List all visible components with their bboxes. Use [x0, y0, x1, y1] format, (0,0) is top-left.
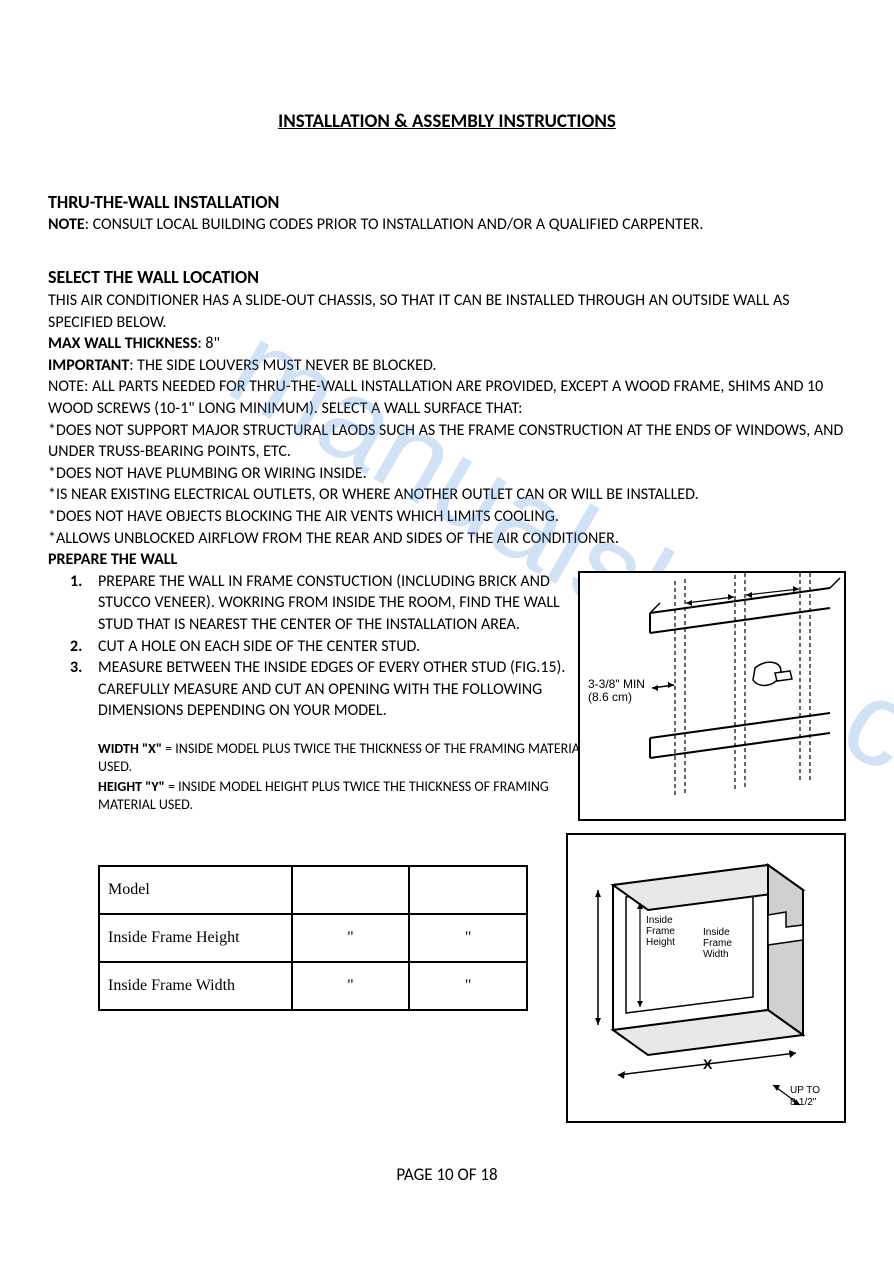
fig1-dim1: 3-3/8" MIN — [588, 677, 645, 691]
fig2-w2: Frame — [703, 938, 732, 949]
note2: NOTE: ALL PARTS NEEDED FOR THRU-THE-WALL… — [48, 376, 846, 419]
max-thickness: MAX WALL THICKNESS: 8" — [48, 333, 846, 355]
bullet-3: *DOES NOT HAVE OBJECTS BLOCKING THE AIR … — [48, 506, 846, 528]
fig2-h1: Inside — [646, 915, 673, 926]
section2-heading: SELECT THE WALL LOCATION — [48, 266, 846, 288]
fig2-w1: Inside — [703, 927, 730, 938]
bullet-2: *IS NEAR EXISTING ELECTRICAL OUTLETS, OR… — [48, 484, 846, 506]
main-title: INSTALLATION & ASSEMBLY INSTRUCTIONS — [48, 110, 846, 133]
bullet-1: *DOES NOT HAVE PLUMBING OR WIRING INSIDE… — [48, 463, 846, 485]
fig2-x: X — [703, 1056, 713, 1072]
bullet-4: *ALLOWS UNBLOCKED AIRFLOW FROM THE REAR … — [48, 528, 846, 550]
cell-width: Inside Frame Width — [99, 962, 292, 1010]
step-3: 3. MEASURE BETWEEN THE INSIDE EDGES OF E… — [98, 657, 593, 722]
note-label: NOTE — [48, 215, 85, 234]
height-text: = INSIDE MODEL HEIGHT PLUS TWICE THE THI… — [98, 778, 549, 813]
width-note: WIDTH "X" = INSIDE MODEL PLUS TWICE THE … — [48, 740, 593, 776]
section1-note: NOTE: CONSULT LOCAL BUILDING CODES PRIOR… — [48, 215, 846, 234]
fig2-upto2: 8-1/2" — [790, 1097, 817, 1108]
cell-21: " — [292, 962, 410, 1010]
dimension-table: Model Inside Frame Height " " Inside Fra… — [98, 865, 528, 1011]
step-3-text: MEASURE BETWEEN THE INSIDE EDGES OF EVER… — [98, 658, 565, 720]
cell-12: " — [409, 914, 527, 962]
fig1-dim2: (8.6 cm) — [588, 690, 632, 704]
table-row: Inside Frame Height " " — [99, 914, 527, 962]
height-note: HEIGHT "Y" = INSIDE MODEL HEIGHT PLUS TW… — [48, 778, 593, 814]
width-label: WIDTH "X" — [98, 740, 162, 757]
figure-frame-iso: Inside Frame Height Inside Frame Width X… — [566, 833, 846, 1123]
section1-heading: THRU-THE-WALL INSTALLATION — [48, 191, 846, 213]
important-label: IMPORTANT — [48, 356, 129, 375]
step-1-text: PREPARE THE WALL IN FRAME CONSTUCTION (I… — [98, 572, 560, 634]
table-row: Model — [99, 866, 527, 914]
important-line: IMPORTANT: THE SIDE LOUVERS MUST NEVER B… — [48, 355, 846, 377]
fig2-upto1: UP TO — [790, 1085, 820, 1096]
cell-22: " — [409, 962, 527, 1010]
prepare-section: 1. PREPARE THE WALL IN FRAME CONSTUCTION… — [48, 571, 846, 1011]
table-row: Inside Frame Width " " — [99, 962, 527, 1010]
max-label: MAX WALL THICKNESS — [48, 334, 198, 353]
page-footer: PAGE 10 OF 18 — [0, 1164, 894, 1185]
page-content: INSTALLATION & ASSEMBLY INSTRUCTIONS THR… — [0, 0, 894, 1051]
height-label: HEIGHT "Y" — [98, 778, 165, 795]
step-2: 2. CUT A HOLE ON EACH SIDE OF THE CENTER… — [98, 636, 593, 658]
max-value: : 8" — [198, 334, 220, 353]
cell-model: Model — [99, 866, 292, 914]
cell-01 — [292, 866, 410, 914]
fig2-h2: Frame — [646, 926, 675, 937]
section2-intro: THIS AIR CONDITIONER HAS A SLIDE-OUT CHA… — [48, 290, 846, 333]
step-1: 1. PREPARE THE WALL IN FRAME CONSTUCTION… — [98, 571, 593, 636]
fig2-w3: Width — [703, 949, 729, 960]
cell-02 — [409, 866, 527, 914]
fig2-h3: Height — [646, 937, 675, 948]
step-2-text: CUT A HOLE ON EACH SIDE OF THE CENTER ST… — [98, 637, 420, 656]
important-text: : THE SIDE LOUVERS MUST NEVER BE BLOCKED… — [129, 356, 436, 375]
figure-wall-studs: 3-3/8" MIN (8.6 cm) — [578, 571, 846, 821]
prepare-heading: PREPARE THE WALL — [48, 549, 846, 571]
cell-11: " — [292, 914, 410, 962]
bullet-0: *DOES NOT SUPPORT MAJOR STRUCTURAL LAODS… — [48, 420, 846, 463]
cell-height: Inside Frame Height — [99, 914, 292, 962]
prepare-left-column: 1. PREPARE THE WALL IN FRAME CONSTUCTION… — [48, 571, 593, 1011]
prepare-steps: 1. PREPARE THE WALL IN FRAME CONSTUCTION… — [48, 571, 593, 722]
note-text: : CONSULT LOCAL BUILDING CODES PRIOR TO … — [85, 215, 704, 234]
width-text: = INSIDE MODEL PLUS TWICE THE THICKNESS … — [98, 740, 586, 775]
